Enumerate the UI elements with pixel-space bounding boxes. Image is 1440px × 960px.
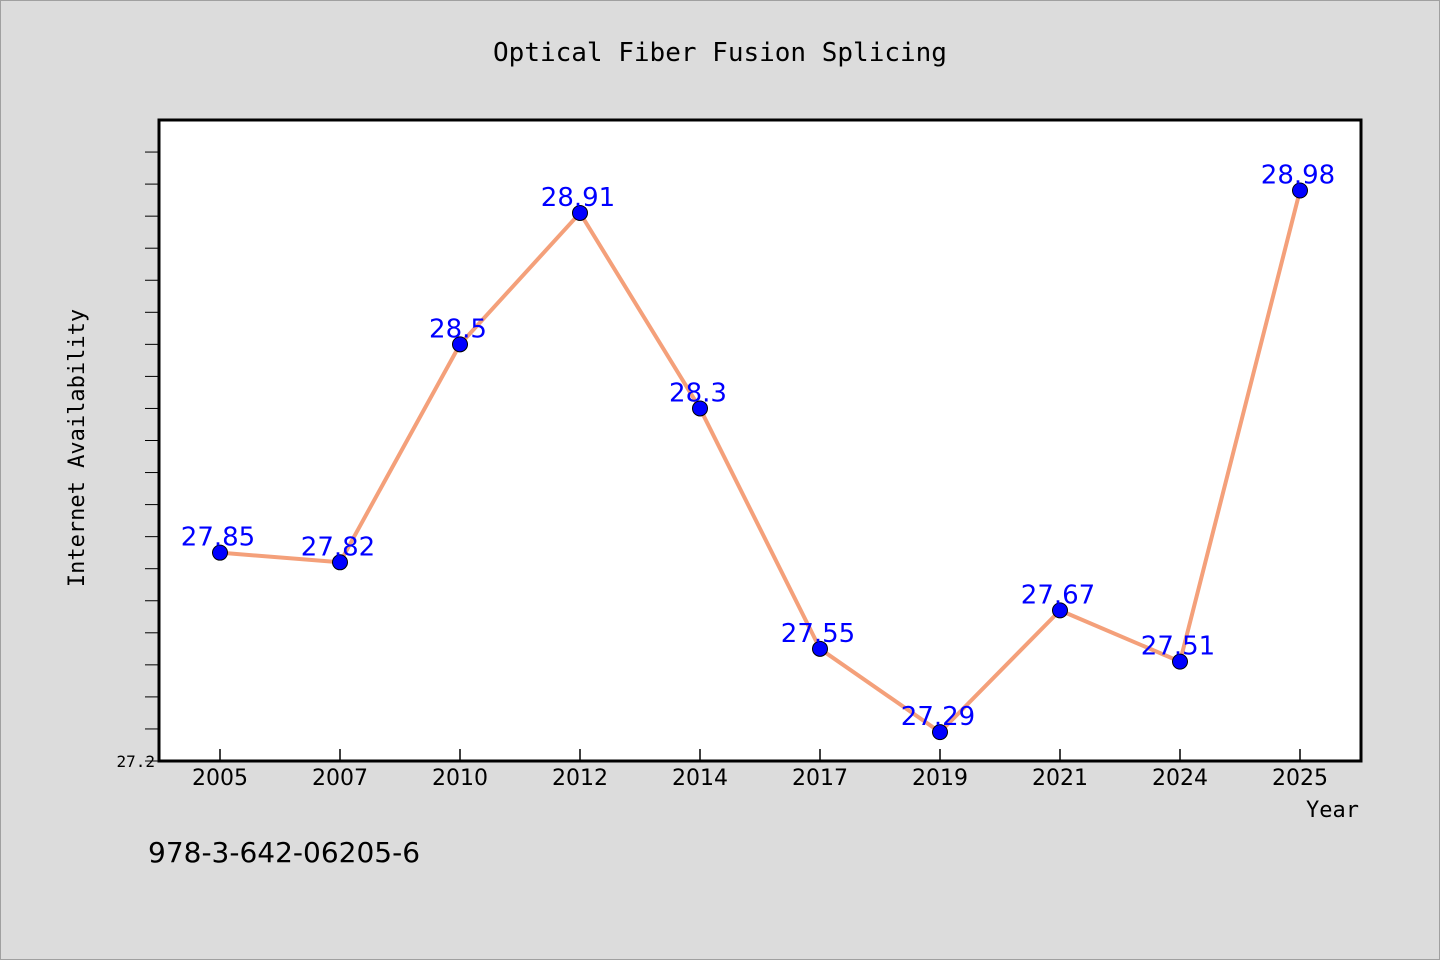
- x-tick-label: 2005: [192, 766, 248, 791]
- data-point: [812, 640, 828, 657]
- data-label: 27.67: [1021, 580, 1095, 610]
- x-axis-ticks: 2005 2007 2010 2012 2014 2017 2019 2021 2024 2025: [192, 749, 1328, 791]
- data-point: [1292, 182, 1308, 199]
- x-tick-label: 2024: [1152, 766, 1208, 791]
- isbn-footer: 978-3-642-06205-6: [148, 836, 420, 869]
- data-point: [572, 204, 588, 221]
- data-label: 27.29: [901, 702, 975, 732]
- data-markers: [212, 182, 1308, 741]
- x-tick-label: 2007: [312, 766, 368, 791]
- data-label: 28.3: [669, 378, 727, 408]
- x-tick-label: 2019: [912, 766, 968, 791]
- y-axis-ticks: 27.2: [116, 151, 159, 771]
- data-label: 28.91: [541, 183, 615, 213]
- x-tick-label: 2021: [1032, 766, 1088, 791]
- data-point: [452, 336, 468, 353]
- x-tick-label: 2014: [672, 766, 728, 791]
- data-point: [1172, 653, 1188, 670]
- y-axis-label: Internet Availability: [65, 309, 90, 587]
- chart-title: Optical Fiber Fusion Splicing: [493, 38, 947, 68]
- data-label: 27.55: [781, 619, 855, 649]
- data-labels: 27.85 27.82 28.5 28.91 28.3 27.55 27.29 27.67 27…: [181, 161, 1335, 733]
- x-tick-label: 2017: [792, 766, 848, 791]
- x-tick-label: 2010: [432, 766, 488, 791]
- data-label: 28.5: [429, 314, 487, 344]
- data-label: 27.82: [301, 532, 375, 562]
- data-point: [932, 724, 948, 741]
- x-axis-label: Year: [1306, 798, 1359, 823]
- y-tick-label: 27.2: [116, 752, 155, 771]
- x-tick-label: 2012: [552, 766, 608, 791]
- x-tick-label: 2025: [1272, 766, 1328, 791]
- data-point: [1052, 602, 1068, 619]
- data-label: 27.85: [181, 523, 255, 553]
- series-line: [219, 190, 1302, 735]
- data-point: [692, 400, 708, 417]
- data-point: [212, 544, 228, 561]
- series-lines: [219, 190, 1302, 735]
- data-label: 27.51: [1141, 632, 1215, 662]
- data-label: 28.98: [1261, 161, 1335, 191]
- data-point: [332, 554, 348, 571]
